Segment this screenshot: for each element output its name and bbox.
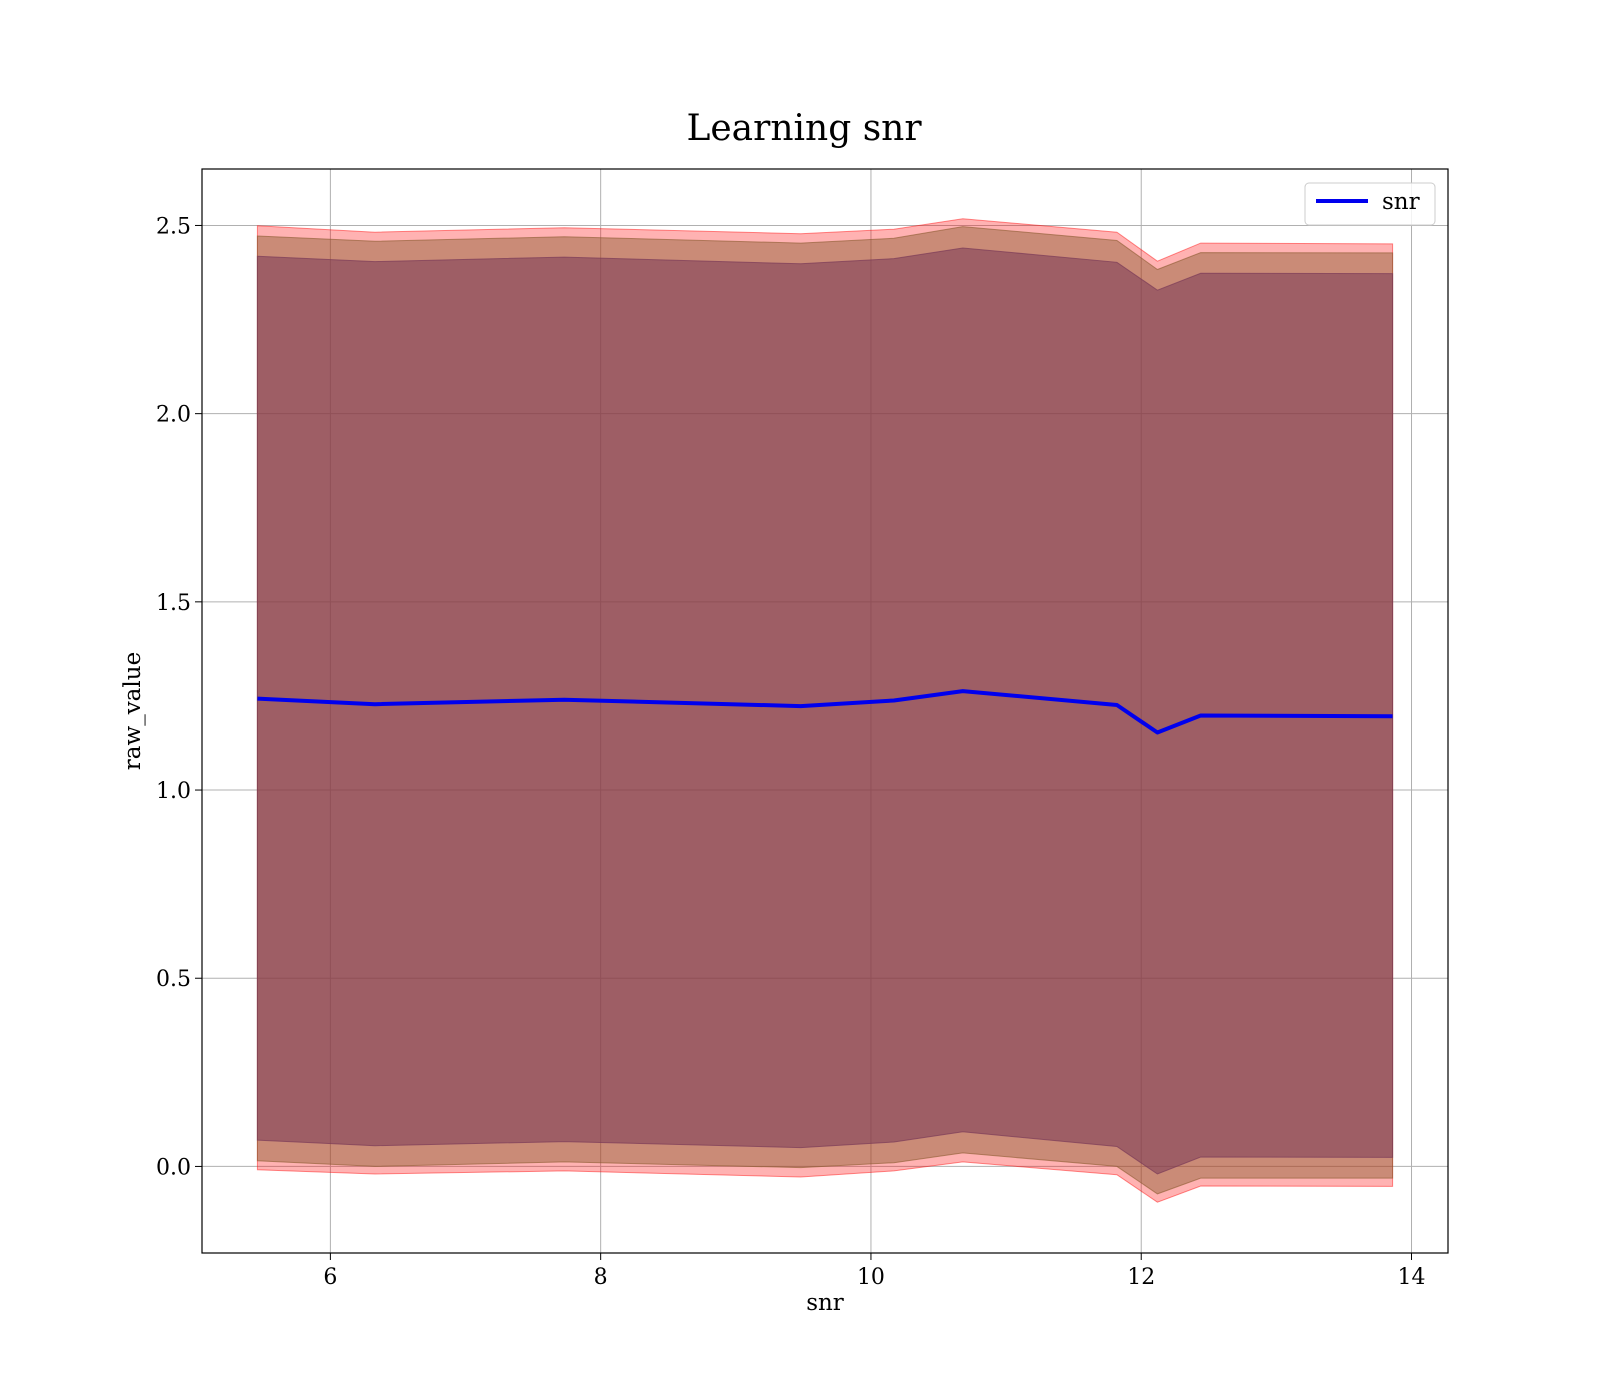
chart-title: Learning snr	[686, 108, 922, 149]
y-tick-label: 1.0	[156, 779, 191, 804]
plot-frame	[201, 168, 1449, 1254]
series-line-snr	[257, 689, 1393, 735]
y-tick-label: 2.5	[156, 214, 191, 239]
y-tick-label: 0.0	[156, 1155, 191, 1180]
y-tick-label: 1.5	[156, 591, 191, 616]
legend: snr	[1304, 182, 1436, 226]
x-tick-label: 10	[857, 1265, 885, 1290]
x-tick-label: 12	[1127, 1265, 1155, 1290]
x-axis-label: snr	[806, 1290, 844, 1316]
y-axis-label: raw_value	[120, 652, 146, 770]
x-tick-label: 14	[1398, 1265, 1426, 1290]
band-2	[256, 247, 1394, 1175]
y-ticks: 0.0 0.5 1.0 1.5 2.0 2.5	[156, 214, 202, 1180]
x-ticks: 6 8 10 12 14	[323, 1253, 1426, 1290]
legend-box	[1304, 182, 1436, 226]
x-tick-label: 8	[594, 1265, 608, 1290]
confidence-bands	[256, 218, 1394, 1203]
series-lines	[257, 689, 1393, 735]
y-tick-label: 2.0	[156, 403, 191, 428]
y-tick-label: 0.5	[156, 967, 191, 992]
legend-label-snr: snr	[1382, 189, 1420, 215]
x-tick-label: 6	[323, 1265, 337, 1290]
